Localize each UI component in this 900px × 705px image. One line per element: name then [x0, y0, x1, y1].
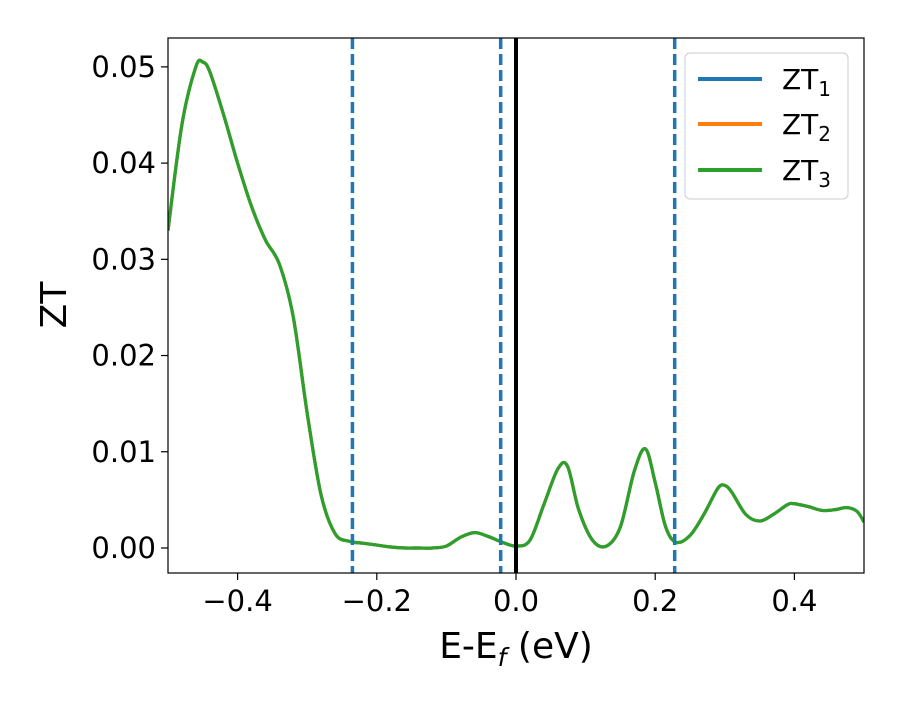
y-axis-title: ZT	[34, 281, 75, 329]
legend-label-zt1: ZT1	[782, 63, 831, 101]
legend-label-zt2: ZT2	[782, 108, 831, 146]
plot-area	[168, 38, 864, 573]
y-tick-label: 0.00	[91, 531, 156, 565]
x-axis-title-main: E-E	[439, 626, 497, 667]
legend: ZT1 ZT2 ZT3	[684, 52, 849, 200]
x-tick-label: 0.0	[493, 584, 539, 618]
legend-label-zt2-main: ZT	[782, 108, 819, 141]
legend-label-zt1-main: ZT	[782, 63, 819, 96]
legend-label-zt3-main: ZT	[782, 154, 819, 187]
x-tick-label: −0.2	[342, 584, 412, 618]
legend-label-zt3: ZT3	[782, 154, 831, 192]
y-tick-label: 0.04	[91, 146, 156, 180]
x-tick-label: 0.4	[771, 584, 817, 618]
x-tick-label: 0.2	[632, 584, 678, 618]
series-line-zt3	[168, 58, 864, 550]
legend-label-zt3-sub: 3	[818, 168, 831, 192]
y-tick-label: 0.01	[91, 435, 156, 469]
legend-box	[684, 52, 849, 200]
y-tick-label: 0.03	[91, 242, 156, 276]
x-tick-label: −0.4	[202, 584, 272, 618]
legend-label-zt1-sub: 1	[818, 77, 831, 101]
y-tick-label: 0.02	[91, 339, 156, 373]
x-axis-title: E-Ef (eV)	[439, 626, 593, 672]
x-axis-title-unit: (eV)	[506, 626, 592, 667]
y-tick-label: 0.05	[91, 50, 156, 84]
axis-ticks: −0.4 −0.2 0.0 0.2 0.4 0.00 0.01 0.02 0.03 0.04 0.0…	[91, 50, 817, 618]
legend-label-zt2-sub: 2	[818, 122, 831, 146]
